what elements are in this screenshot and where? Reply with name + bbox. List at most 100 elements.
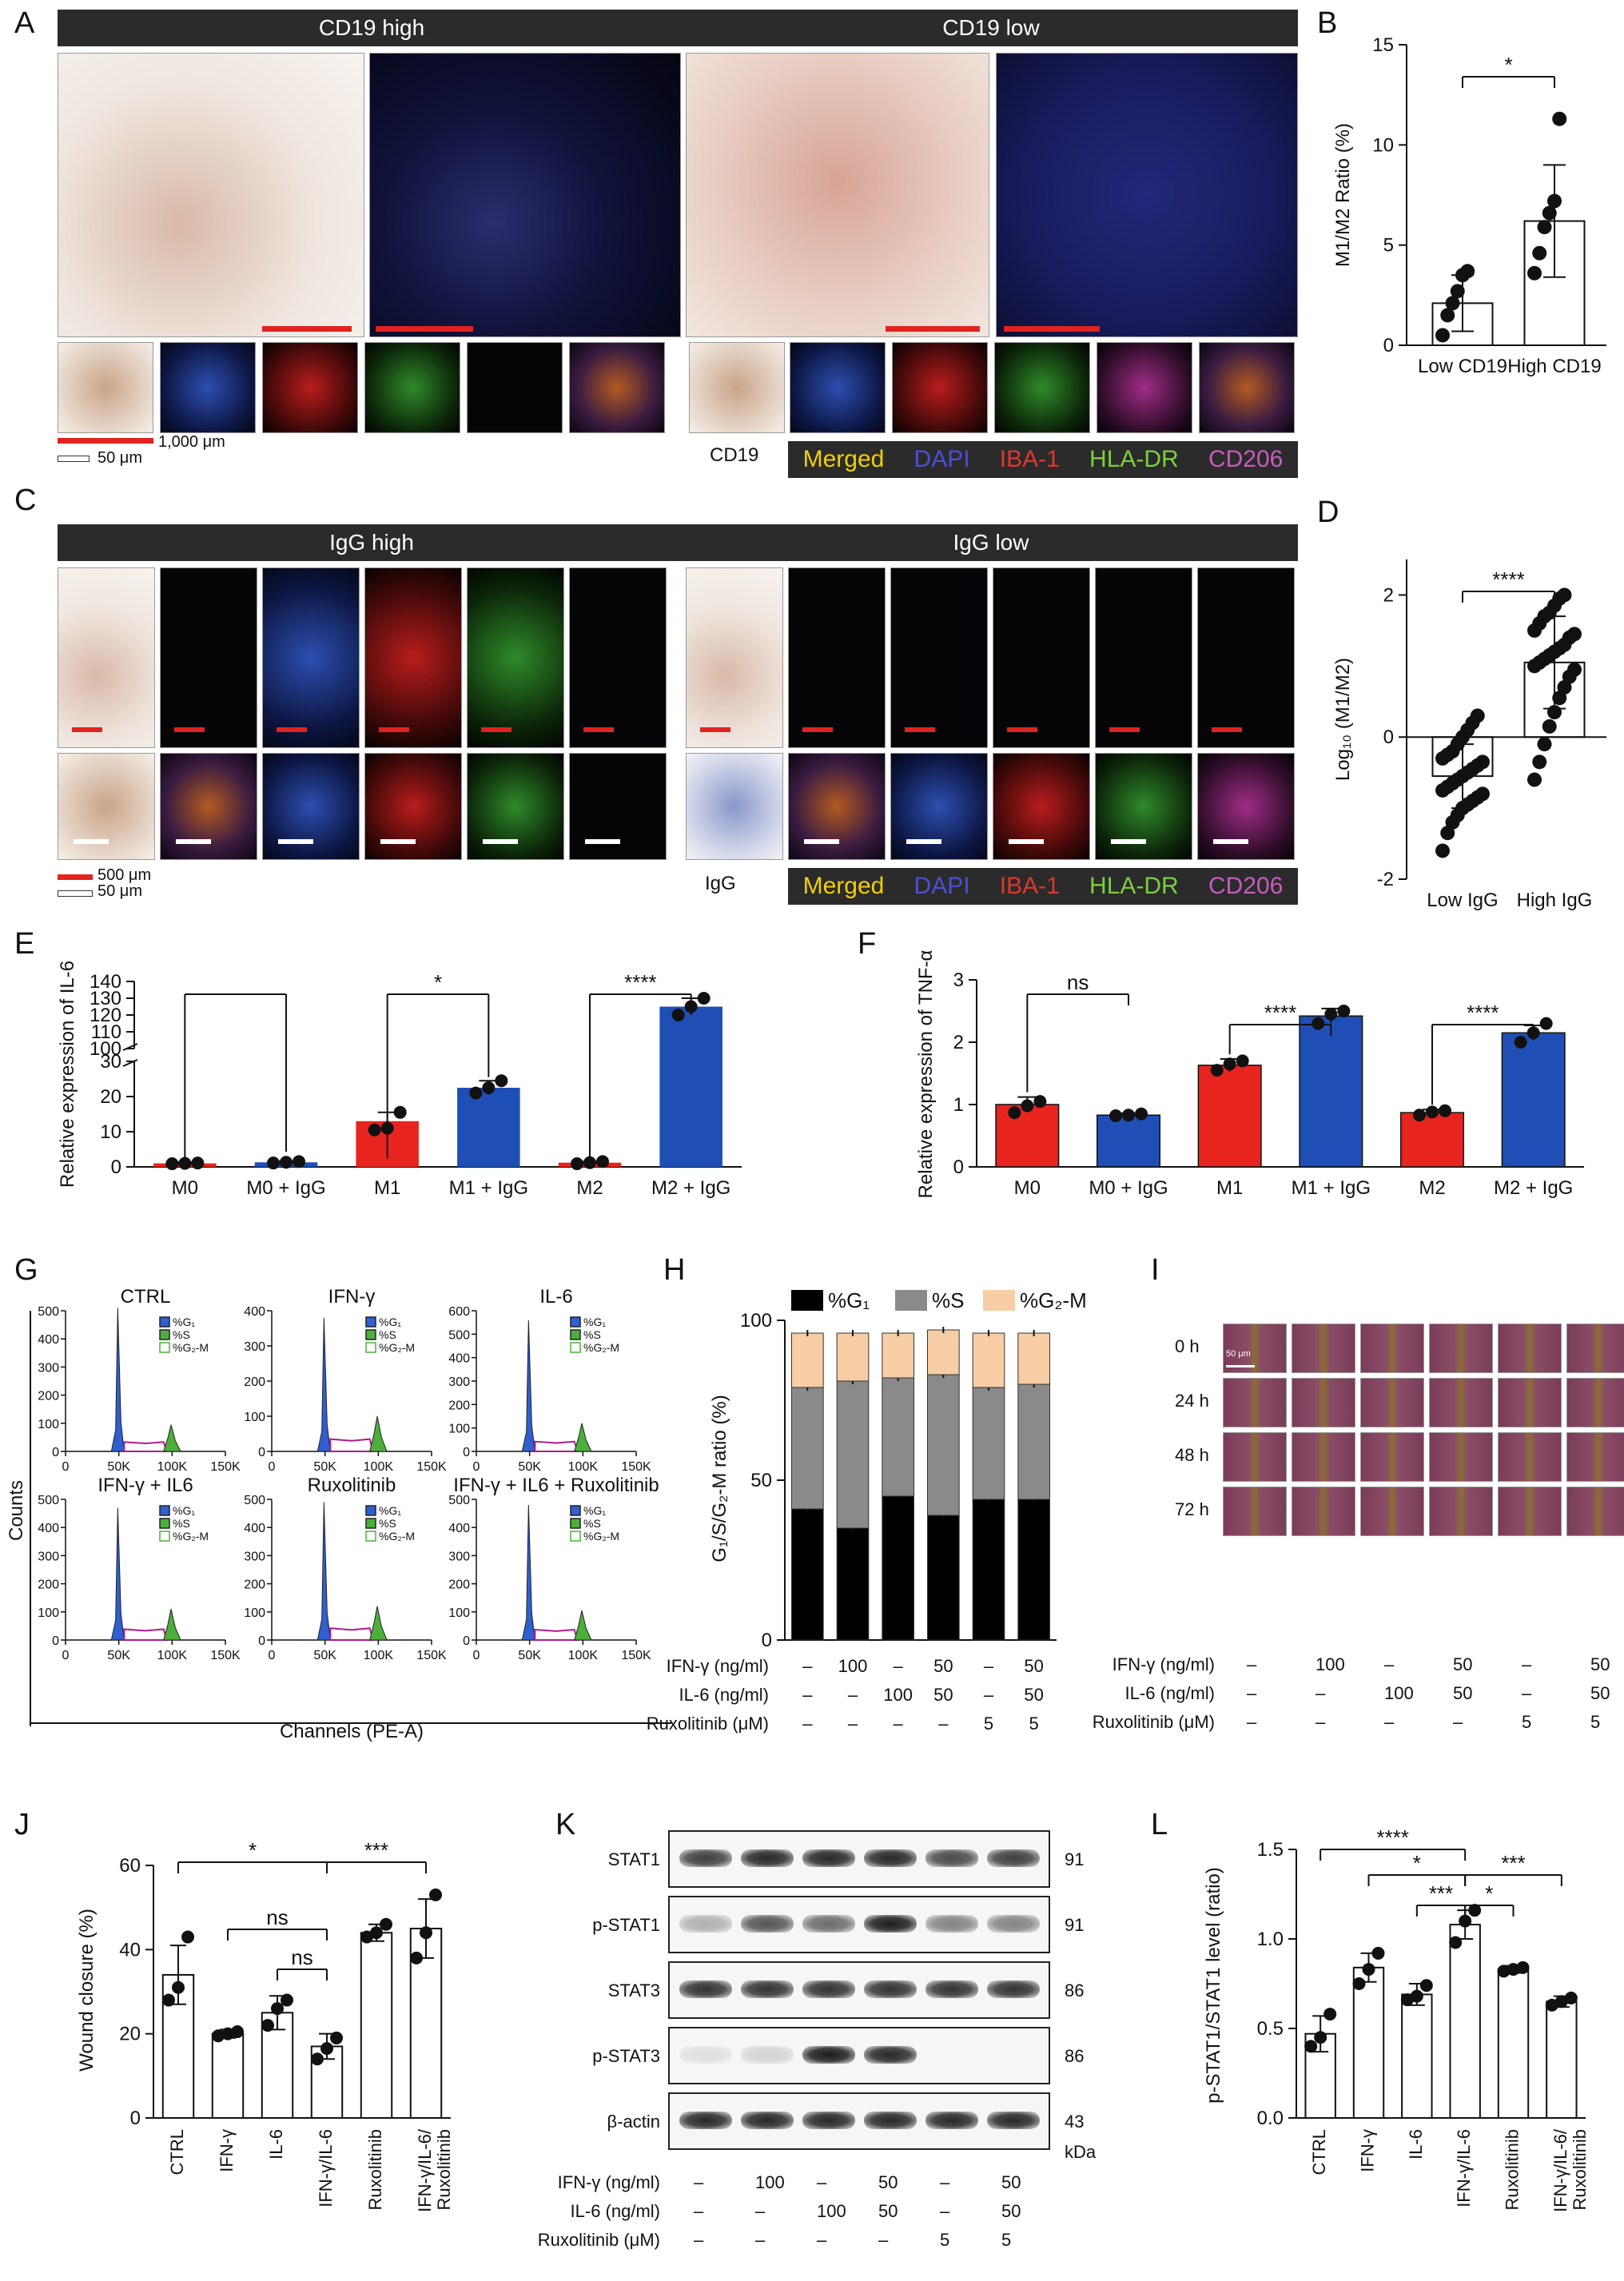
igg-high-overview xyxy=(58,567,155,748)
chart-h-row-value: 100 xyxy=(838,1656,868,1676)
chart-g-ytick-label: 300 xyxy=(448,1375,470,1389)
row-label: IL-6 (ng/ml) xyxy=(1124,1683,1215,1703)
chart-h-segment-g2m xyxy=(972,1332,1005,1388)
scale-bar xyxy=(1007,727,1037,732)
chart-b-point xyxy=(1527,265,1542,281)
scale-bar xyxy=(906,839,941,844)
scale-bar xyxy=(585,839,620,844)
row-value: 50 xyxy=(1453,1683,1473,1703)
blot-band xyxy=(679,1915,732,1933)
if-overview-cd19-high xyxy=(369,53,681,337)
chart-d-point xyxy=(1475,786,1490,802)
blot-label: p-STAT1 xyxy=(592,1915,660,1935)
row-value: 100 xyxy=(1384,1683,1414,1703)
scale-label-1000: 1,000 μm xyxy=(158,433,225,451)
chart-g-s-phase xyxy=(123,1441,169,1452)
chart-j-sig-label: * xyxy=(249,1838,257,1862)
blot-band xyxy=(925,1915,978,1933)
chart-e-bar xyxy=(659,1053,722,1167)
crop-merged xyxy=(1199,342,1295,433)
chart-g-xtick-label: 50K xyxy=(518,1460,541,1474)
chart-l-point xyxy=(1516,1961,1530,1974)
chart-d-point xyxy=(1552,691,1567,706)
chart-b-point xyxy=(1445,296,1460,311)
igg-high-overview xyxy=(160,567,257,748)
chart-g-legend-label: %G₁ xyxy=(583,1504,606,1517)
scale-bar xyxy=(1111,839,1146,844)
chart-h-legend-label: %G₂-M xyxy=(1020,1288,1087,1312)
chart-l-point xyxy=(1352,1977,1366,1990)
chart-g-legend-swatch xyxy=(570,1518,581,1529)
blot-band xyxy=(925,2112,978,2129)
crop-iba1 xyxy=(262,342,358,433)
chart-g-g2-peak xyxy=(573,1423,592,1452)
scale-bar xyxy=(72,727,102,732)
chart-g-ytick-label: 300 xyxy=(448,1550,470,1563)
chart-h-row-label: Ruxolitinib (μM) xyxy=(647,1714,769,1734)
crop-he xyxy=(58,342,153,433)
chart-g-legend-label: %G₁ xyxy=(583,1316,606,1328)
chart-e-ytick-label: 30 xyxy=(100,1051,121,1073)
chart-f-point xyxy=(1413,1109,1426,1122)
chart-l-xtick-label: Ruxolitinib xyxy=(1570,2129,1590,2211)
blot-label: p-STAT3 xyxy=(592,2046,660,2066)
chart-d-point xyxy=(1547,705,1562,720)
chart-j-xtick-label: CTRL xyxy=(167,2129,187,2175)
chart-h-row-value: 100 xyxy=(883,1685,913,1705)
row-value: 50 xyxy=(1453,1654,1473,1674)
chart-g-legend-swatch xyxy=(365,1329,376,1340)
chart-j-point xyxy=(162,1993,175,2007)
chart-l-sig-label: *** xyxy=(1429,1881,1453,1905)
blot-band xyxy=(987,1980,1040,1998)
chart-l-point xyxy=(1323,2008,1337,2021)
legend-hladr: HLA-DR xyxy=(1089,446,1179,472)
chart-g-ytick-label: 0 xyxy=(52,1634,59,1648)
scale-bar xyxy=(277,727,307,732)
chart-e-bar xyxy=(457,1088,520,1167)
chart-f-bar xyxy=(1501,1032,1566,1168)
chart-g-legend-swatch xyxy=(365,1518,376,1529)
blot-band xyxy=(802,1915,855,1933)
row-value: 5 xyxy=(1522,1712,1532,1732)
chart-b-point xyxy=(1450,284,1465,299)
chart-g-ytick-label: 400 xyxy=(244,1522,265,1535)
chart-g-legend-swatch xyxy=(159,1531,170,1542)
chart-g-xtick-label: 0 xyxy=(269,1460,276,1474)
chart-g-ytick-label: 100 xyxy=(38,1606,59,1620)
chart-g-xtick-label: 150K xyxy=(210,1460,241,1474)
chart-d-point xyxy=(1542,719,1557,734)
chart-j-point xyxy=(172,1980,185,1994)
chart-g-ytick-label: 400 xyxy=(244,1305,265,1319)
legend-iba1: IBA-1 xyxy=(999,446,1060,472)
chart-g-xtick-label: 50K xyxy=(518,1649,541,1662)
chart-b-point xyxy=(1547,193,1562,209)
chart-h-segment-g1 xyxy=(927,1515,960,1641)
row-value: – xyxy=(694,2172,704,2192)
chart-h-segment-s xyxy=(882,1377,915,1497)
chart-j-xtick-label: IFN-γ xyxy=(217,2129,237,2172)
chart-g-ytick-label: 100 xyxy=(244,1606,265,1620)
blot-band xyxy=(741,1849,794,1867)
marker-label-igg: IgG xyxy=(705,873,736,894)
chart-h-legend-swatch xyxy=(895,1290,927,1311)
chart-j-point xyxy=(380,1917,392,1931)
chart-l-xtick-label: IFN-γ xyxy=(1358,2129,1378,2172)
blot-kda: 86 xyxy=(1065,1980,1085,2000)
row-value: 50 xyxy=(878,2172,898,2192)
chart-g-legend-label: %G₂-M xyxy=(583,1341,619,1354)
row-value: – xyxy=(1384,1712,1395,1732)
chart-g-legend-swatch xyxy=(570,1316,581,1328)
chart-g-legend-swatch xyxy=(365,1505,376,1516)
scale-label: 50 μm xyxy=(1226,1349,1251,1359)
chart-g-ylabel: Counts xyxy=(6,1480,27,1541)
chart-g-legend-label: %S xyxy=(583,1517,601,1530)
chart-d-sig-label: **** xyxy=(1492,567,1524,591)
chart-g-legend-swatch xyxy=(159,1505,170,1516)
chart-g-s-phase xyxy=(534,1628,579,1641)
chart-e-ytick-label: 110 xyxy=(91,1021,121,1043)
chart-g-ytick-label: 0 xyxy=(463,1634,470,1648)
chart-e-ytick-label: 0 xyxy=(111,1156,121,1178)
banner-cd19-high: CD19 high xyxy=(58,10,686,46)
blot-band xyxy=(679,1980,732,1998)
scale-bar xyxy=(1213,839,1248,844)
